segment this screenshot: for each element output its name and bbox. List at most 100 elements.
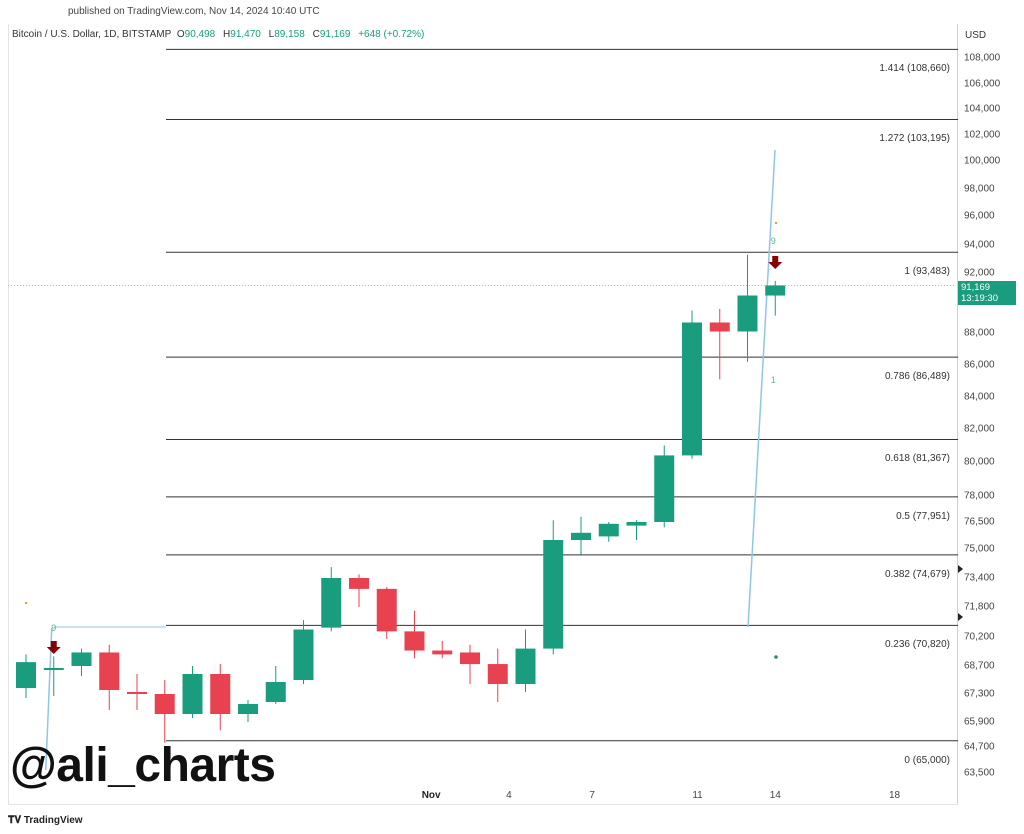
y-tick-label: 104,000 — [964, 103, 1001, 115]
close-value: 91,169 — [319, 29, 351, 40]
published-note: published on TradingView.com, Nov 14, 20… — [68, 6, 320, 17]
y-tick-label: 92,000 — [964, 267, 995, 279]
chart-plot-area[interactable] — [8, 24, 958, 805]
y-tick-label: 88,000 — [964, 327, 995, 339]
candle-body — [571, 532, 591, 540]
candle-body — [16, 662, 36, 688]
y-tick-label: 70,200 — [964, 631, 995, 643]
bar-countdown: 13:19:30 — [961, 293, 998, 304]
candle-body — [432, 650, 453, 655]
y-tick-label: 78,000 — [964, 490, 995, 502]
y-tick-label: 76,500 — [964, 516, 995, 528]
x-tick-label: 4 — [506, 790, 512, 801]
candle-body — [154, 694, 175, 714]
y-tick-label: 84,000 — [964, 391, 995, 403]
y-tick-label: 100,000 — [964, 155, 1001, 167]
setup-count-marker: 9 — [51, 623, 56, 633]
fib-label: 1 (93,483) — [904, 266, 950, 278]
y-tick-label: 80,000 — [964, 456, 995, 468]
open-value: 90,498 — [184, 29, 216, 40]
fib-label: 0.618 (81,367) — [884, 453, 950, 465]
candle-body — [349, 578, 369, 589]
high-value: 91,470 — [230, 29, 261, 40]
symbol-legend: Bitcoin / U.S. Dollar, 1D, BITSTAMP O90,… — [12, 29, 424, 40]
candle-body — [654, 455, 675, 522]
candle-body — [682, 322, 702, 456]
y-tick-label: 65,900 — [964, 716, 995, 728]
fib-label: 0.5 (77,951) — [896, 510, 950, 522]
candle-body — [543, 540, 564, 649]
candle-body — [293, 629, 314, 680]
candle-body — [43, 668, 64, 670]
fib-label: 0 (65,000) — [904, 754, 950, 766]
trend-line-left — [45, 627, 53, 771]
candle-body — [515, 648, 536, 684]
candle-body — [71, 652, 92, 666]
setup-count-marker: 9 — [771, 236, 776, 246]
sell-arrow-icon — [768, 256, 783, 269]
fib-label: 1.272 (103,195) — [879, 133, 950, 145]
low-value: 89,158 — [274, 29, 305, 40]
sell-arrow-icon — [46, 641, 61, 654]
change-value: +648 (+0.72%) — [358, 29, 425, 40]
alert-marker-icon — [958, 613, 963, 621]
candle-body — [404, 631, 425, 651]
y-tick-label: 71,800 — [964, 601, 995, 613]
close-label: C — [312, 29, 320, 40]
y-tick-label: 86,000 — [964, 359, 995, 371]
trend-line-right — [747, 149, 776, 628]
candle-body — [238, 704, 258, 714]
signal-dot — [24, 601, 28, 605]
candle-body — [265, 682, 286, 702]
fib-label: 0.382 (74,679) — [884, 568, 950, 580]
tradingview-logo: 𝐓𝐕 TradingView — [8, 815, 83, 826]
x-tick-label: Nov — [421, 790, 441, 801]
x-tick-label: 18 — [889, 790, 901, 801]
alert-marker-icon — [958, 565, 963, 573]
x-tick-label: 7 — [589, 790, 595, 801]
fib-label: 0.786 (86,489) — [884, 371, 950, 383]
candle-body — [765, 285, 786, 296]
y-tick-label: 96,000 — [964, 210, 995, 222]
candle-body — [210, 674, 231, 714]
y-tick-label: 82,000 — [964, 423, 995, 435]
y-tick-label: 108,000 — [964, 52, 1001, 64]
setup-count-marker: 1 — [771, 375, 776, 385]
candle-body — [487, 664, 508, 684]
x-tick-label: 11 — [692, 790, 703, 801]
y-tick-label: 94,000 — [964, 239, 995, 251]
candle-body — [321, 578, 342, 628]
y-tick-label: 98,000 — [964, 183, 995, 195]
candle-body — [598, 523, 619, 537]
last-price: 91,169 — [961, 282, 991, 293]
y-tick-label: 73,400 — [964, 572, 995, 584]
candle-body — [127, 692, 147, 694]
tradingview-logo-icon: 𝐓𝐕 — [8, 815, 22, 826]
symbol-name: Bitcoin / U.S. Dollar, 1D, BITSTAMP — [12, 29, 172, 40]
signal-dot — [774, 221, 778, 225]
y-tick-label: 68,700 — [964, 660, 995, 672]
x-tick-label: 14 — [769, 790, 781, 801]
candle-body — [99, 652, 120, 690]
currency-label[interactable]: USD — [965, 30, 987, 41]
candle-body — [626, 522, 647, 526]
brand-name: TradingView — [23, 815, 83, 826]
last-price-tag: 91,169 13:19:30 — [958, 281, 1016, 305]
candle-body — [182, 674, 203, 714]
candle-body — [460, 652, 480, 665]
open-label: O — [176, 29, 185, 40]
signal-dot — [774, 655, 778, 659]
y-tick-label: 63,500 — [964, 767, 995, 779]
high-label: H — [223, 29, 231, 40]
fib-label: 0.236 (70,820) — [884, 639, 950, 651]
y-tick-label: 106,000 — [964, 78, 1001, 90]
y-tick-label: 64,700 — [964, 741, 995, 753]
y-tick-label: 102,000 — [964, 129, 1001, 141]
candle-body — [737, 295, 758, 332]
fib-label: 1.414 (108,660) — [879, 63, 950, 75]
candle-body — [709, 322, 730, 332]
candle-body — [376, 588, 397, 632]
low-label: L — [268, 29, 275, 40]
y-tick-label: 67,300 — [964, 688, 995, 700]
